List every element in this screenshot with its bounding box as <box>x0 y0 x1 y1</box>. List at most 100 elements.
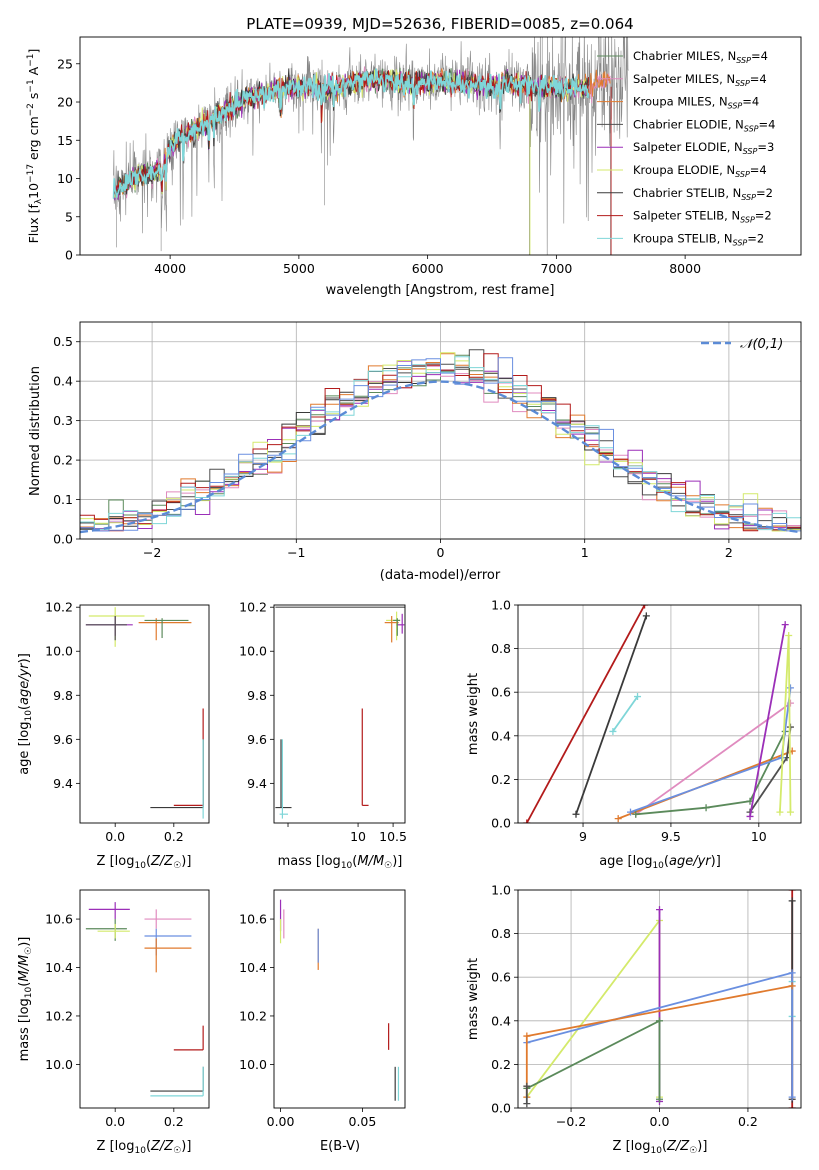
legend-tail: =2 <box>756 186 773 200</box>
spectrum-chart: 4000 5000 6000 7000 8000 0 5 10 15 20 25 Chabrier M… <box>57 36 802 276</box>
legend-tail: =3 <box>757 140 774 154</box>
x-axis-label: Z [log10(Z/Z☉)] <box>97 854 192 871</box>
y-tick-label: 10.4 <box>239 960 267 975</box>
x-tick-label: 0.0 <box>650 1114 670 1129</box>
weight-marker <box>642 612 650 620</box>
y-tick-label: 0.4 <box>491 728 511 743</box>
weight-marker <box>786 684 794 692</box>
plot-area <box>523 890 796 1108</box>
legend-sub: SSP <box>744 124 759 133</box>
weight-marker <box>523 1032 531 1040</box>
label-part: s <box>26 93 41 104</box>
x-tick-label: 10.5 <box>379 829 407 844</box>
label-part: λ <box>34 198 44 204</box>
label-part: age/yr <box>17 662 32 705</box>
weight-marker <box>788 982 796 990</box>
x-tick-label: −0.2 <box>556 1114 586 1129</box>
weight-line-salpeter-miles <box>635 702 792 816</box>
y-tick-label: 10.0 <box>45 644 73 659</box>
weight-vs-Z-chart: −0.2 0.0 0.2 0.0 0.2 0.4 0.6 0.8 1.0 <box>491 883 802 1129</box>
y-tick-label: 9.8 <box>53 688 73 703</box>
x-tick-label: 0.0 <box>105 829 125 844</box>
gaussian-curve <box>80 380 801 534</box>
x-tick-label: 10 <box>751 829 767 844</box>
plot-area <box>85 902 204 1097</box>
weight-line-blue <box>630 687 792 813</box>
label-part: M/M <box>17 955 32 982</box>
label-part: )] <box>181 854 191 869</box>
x-tick-label: 10 <box>350 829 366 844</box>
label-part: Z/Z <box>666 1139 690 1154</box>
y-tick-label: 0 <box>65 248 73 263</box>
x-tick-label: 1 <box>581 545 589 560</box>
weight-marker <box>788 1093 796 1101</box>
label-part: −17 <box>26 164 36 183</box>
x-tick-label: 0.0 <box>105 1114 125 1129</box>
legend-text: Chabrier ELODIE, N <box>633 117 744 131</box>
label-part: M/M <box>357 854 384 869</box>
plot-area <box>523 605 796 823</box>
y-tick-label: 10 <box>57 171 73 186</box>
y-axis-label: Normed distribution <box>28 366 43 496</box>
label-part: age/yr <box>669 854 712 869</box>
label-part: −1 <box>26 79 36 92</box>
label-part: Flux [f <box>26 204 41 244</box>
legend-sub: SSP <box>728 102 743 111</box>
mass-vs-ebv-chart: 0.00 0.05 10.0 10.2 10.4 10.6 <box>239 889 406 1129</box>
legend-entry: 𝒩(0,1) <box>740 337 783 352</box>
y-tick-label: 25 <box>57 56 73 71</box>
mass-vs-Z-chart: 0.0 0.2 10.0 10.2 10.4 10.6 <box>45 889 210 1129</box>
weight-marker <box>656 906 663 914</box>
x-tick-label: 4000 <box>154 261 186 276</box>
weight-marker <box>788 1104 796 1108</box>
y-tick-label: 10.6 <box>239 912 267 927</box>
label-part: Z [log <box>97 854 135 869</box>
legend-entry: Kroupa ELODIE, NSSP=4 <box>633 163 767 179</box>
y-tick-label: 10.0 <box>45 1057 73 1072</box>
weight-marker <box>785 632 793 640</box>
plot-area <box>112 37 629 255</box>
label-part: −2 <box>26 103 36 116</box>
y-tick-label: 0.5 <box>53 334 73 349</box>
label-part: erg cm <box>26 116 41 164</box>
axes-frame <box>79 889 210 1109</box>
y-tick-label: 9.4 <box>53 776 73 791</box>
label-part: ( <box>146 854 151 869</box>
label-part: )] <box>392 854 402 869</box>
y-tick-label: 10.2 <box>239 600 267 615</box>
legend-sub: SSP <box>743 147 758 156</box>
legend-text: Chabrier MILES, N <box>633 49 736 63</box>
x-tick-label: 0.2 <box>164 1114 184 1129</box>
y-tick-label: 10.2 <box>45 600 73 615</box>
y-tick-label: 0.2 <box>491 772 511 787</box>
legend-sub: SSP <box>735 79 750 88</box>
y-axis-label: mass [log10(M/M☉)] <box>17 937 34 1062</box>
x-tick-label: 0.05 <box>349 1114 377 1129</box>
weight-marker <box>523 1082 531 1090</box>
y-tick-label: 0.4 <box>53 374 73 389</box>
y-tick-label: 1.0 <box>491 883 511 898</box>
legend-text: Salpeter STELIB, N <box>633 209 740 223</box>
y-tick-label: 0.8 <box>491 641 511 656</box>
x-axis-label: Z [log10(Z/Z☉)] <box>613 1139 708 1156</box>
label-part: ( <box>662 1139 667 1154</box>
residuals-chart: −2 −1 0 1 2 0.0 0.1 0.2 0.3 0.4 0.5 𝒩(0,1) <box>53 321 802 560</box>
legend-entry: Salpeter STELIB, NSSP=2 <box>633 209 772 225</box>
x-tick-label: 0.00 <box>267 1114 295 1129</box>
legend-text: Kroupa STELIB, N <box>633 231 733 245</box>
x-tick-label: 2 <box>725 545 733 560</box>
weight-line-salpeter-elodie <box>749 624 787 817</box>
axes-frame <box>79 604 210 824</box>
axes-frame <box>79 36 802 256</box>
legend-entry: Kroupa MILES, NSSP=4 <box>633 95 759 111</box>
y-tick-label: 0.4 <box>491 1013 511 1028</box>
x-tick-label: 0.2 <box>738 1114 758 1129</box>
weight-line-kroupa-elodie <box>526 917 661 1098</box>
legend-entry: Chabrier STELIB, NSSP=2 <box>633 186 773 202</box>
label-part: 10 <box>24 710 34 722</box>
weight-marker <box>572 810 580 818</box>
label-part: −1 <box>26 54 36 67</box>
legend-text: Kroupa MILES, N <box>633 95 728 109</box>
weight-line-chabrier-miles <box>635 730 787 816</box>
label-part: )] <box>711 854 721 869</box>
